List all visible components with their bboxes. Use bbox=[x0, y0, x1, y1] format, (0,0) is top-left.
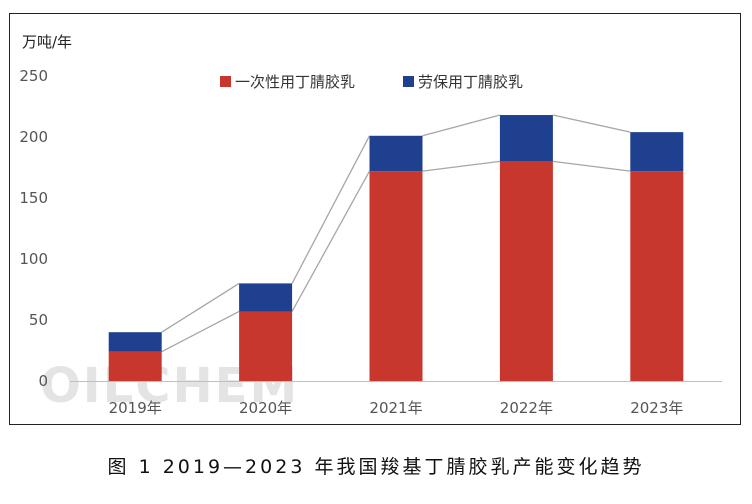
connector-line bbox=[291, 135, 371, 284]
legend: 一次性用丁腈胶乳 劳保用丁腈胶乳 bbox=[220, 73, 523, 91]
legend-label: 一次性用丁腈胶乳 bbox=[235, 73, 355, 91]
y-tick-label: 200 bbox=[19, 128, 48, 146]
bar-disposable-4 bbox=[630, 171, 684, 381]
bar-protective-1 bbox=[239, 283, 293, 312]
legend-swatch bbox=[220, 76, 231, 87]
x-tick-label: 2022年 bbox=[500, 399, 553, 417]
bar-disposable-2 bbox=[369, 171, 423, 381]
connector-line bbox=[422, 160, 500, 172]
bar-protective-3 bbox=[499, 115, 553, 162]
connector-lines bbox=[161, 114, 631, 353]
x-tick-label: 2020年 bbox=[239, 399, 292, 417]
y-tick-label: 250 bbox=[19, 67, 48, 85]
y-tick-label: 100 bbox=[19, 250, 48, 268]
x-tick-label: 2023年 bbox=[630, 399, 683, 417]
connector-line bbox=[291, 170, 371, 312]
connector-line bbox=[552, 114, 631, 133]
legend-swatch bbox=[403, 76, 414, 87]
x-ticks: 2019年 2020年 2021年 2022年 2023年 bbox=[109, 399, 684, 417]
bar-protective-4 bbox=[630, 132, 684, 172]
connector-line bbox=[422, 114, 501, 137]
figure-caption: 图 1 2019—2023 年我国羧基丁腈胶乳产能变化趋势 bbox=[107, 456, 645, 478]
connector-line bbox=[161, 282, 240, 333]
y-tick-label: 50 bbox=[29, 311, 48, 329]
bar-protective-2 bbox=[369, 135, 423, 172]
bar-disposable-0 bbox=[108, 351, 162, 381]
bar-protective-0 bbox=[108, 332, 162, 352]
y-tick-label: 0 bbox=[38, 372, 48, 390]
x-tick-label: 2021年 bbox=[369, 399, 422, 417]
y-tick-label: 150 bbox=[19, 189, 48, 207]
bars bbox=[108, 115, 684, 381]
x-tick-label: 2019年 bbox=[109, 399, 162, 417]
bar-disposable-3 bbox=[499, 161, 553, 381]
connector-line bbox=[161, 310, 240, 353]
unit-label: 万吨/年 bbox=[22, 33, 72, 51]
connector-line bbox=[552, 160, 631, 172]
legend-label: 劳保用丁腈胶乳 bbox=[418, 73, 523, 91]
bar-disposable-1 bbox=[239, 311, 293, 381]
y-ticks: 0 50 100 150 200 250 bbox=[19, 67, 48, 390]
